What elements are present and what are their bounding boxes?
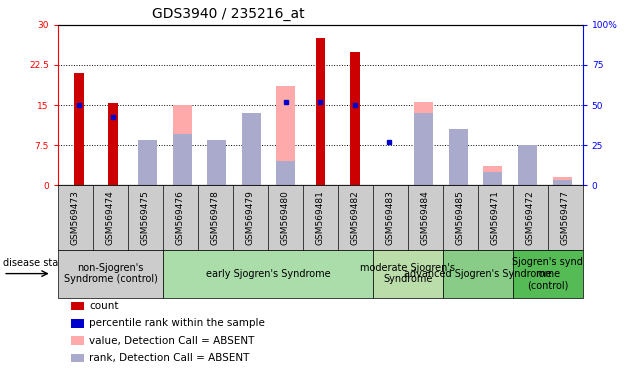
Text: moderate Sjogren's
Syndrome: moderate Sjogren's Syndrome xyxy=(360,263,455,285)
Text: rank, Detection Call = ABSENT: rank, Detection Call = ABSENT xyxy=(89,353,250,363)
Bar xyxy=(449,140,468,185)
Text: disease state: disease state xyxy=(3,258,68,268)
Text: Sjogren's synd
rome
(control): Sjogren's synd rome (control) xyxy=(512,257,583,290)
Text: GSM569473: GSM569473 xyxy=(71,190,80,245)
Text: GSM569475: GSM569475 xyxy=(141,190,150,245)
Text: non-Sjogren's
Syndrome (control): non-Sjogren's Syndrome (control) xyxy=(64,263,158,285)
Text: GSM569471: GSM569471 xyxy=(491,190,500,245)
Bar xyxy=(415,103,433,185)
Bar xyxy=(553,177,571,185)
Bar xyxy=(518,149,537,185)
Text: GSM569476: GSM569476 xyxy=(176,190,185,245)
Text: GDS3940 / 235216_at: GDS3940 / 235216_at xyxy=(152,7,305,21)
Bar xyxy=(483,172,503,185)
Bar xyxy=(350,52,360,185)
Text: GSM569485: GSM569485 xyxy=(455,190,465,245)
Text: GSM569478: GSM569478 xyxy=(211,190,220,245)
Bar xyxy=(207,140,226,185)
Text: count: count xyxy=(89,301,119,311)
Text: GSM569480: GSM569480 xyxy=(281,190,290,245)
Bar xyxy=(138,140,158,185)
Text: early Sjogren's Syndrome: early Sjogren's Syndrome xyxy=(205,268,330,279)
Bar xyxy=(277,86,295,185)
Bar xyxy=(74,73,84,185)
Bar xyxy=(316,38,325,185)
Bar xyxy=(483,166,503,185)
Bar xyxy=(207,142,226,185)
Bar xyxy=(242,113,261,185)
Bar xyxy=(138,140,158,185)
Bar xyxy=(108,103,118,185)
Text: advanced Sjogren's Syndrome: advanced Sjogren's Syndrome xyxy=(404,268,552,279)
Text: GSM569481: GSM569481 xyxy=(316,190,325,245)
Bar xyxy=(518,145,537,185)
Bar xyxy=(277,161,295,185)
Bar xyxy=(449,129,468,185)
Text: GSM569479: GSM569479 xyxy=(246,190,255,245)
Text: GSM569477: GSM569477 xyxy=(561,190,570,245)
Text: GSM569474: GSM569474 xyxy=(106,190,115,245)
Bar xyxy=(415,113,433,185)
Bar xyxy=(173,134,192,185)
Bar xyxy=(173,105,192,185)
Text: GSM569484: GSM569484 xyxy=(421,190,430,245)
Text: GSM569482: GSM569482 xyxy=(351,190,360,245)
Bar xyxy=(553,180,571,185)
Text: GSM569472: GSM569472 xyxy=(526,190,535,245)
Text: percentile rank within the sample: percentile rank within the sample xyxy=(89,318,265,328)
Bar xyxy=(242,113,261,185)
Text: GSM569483: GSM569483 xyxy=(386,190,395,245)
Text: value, Detection Call = ABSENT: value, Detection Call = ABSENT xyxy=(89,336,255,346)
